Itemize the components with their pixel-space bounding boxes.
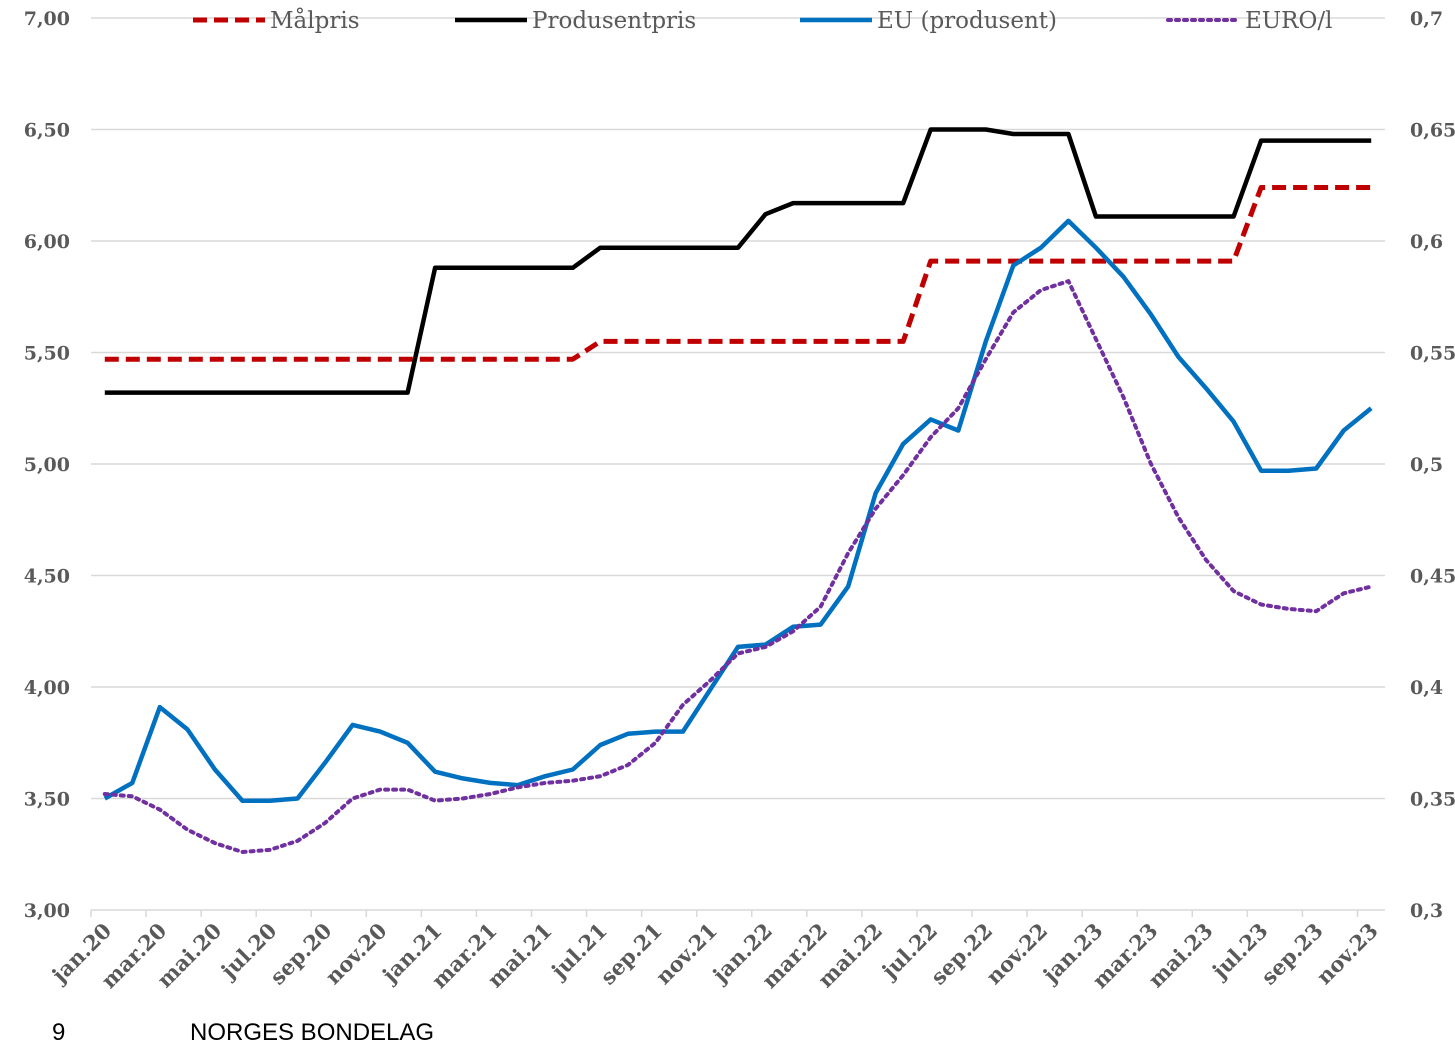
legend-label: EU (produsent) — [877, 8, 1057, 34]
y-tick-label: 5,50 — [24, 343, 70, 365]
y-tick-label: 3,50 — [24, 789, 70, 811]
y2-tick-label: 0,3 — [1410, 900, 1443, 922]
series-line — [102, 279, 1374, 854]
y-tick-label: 7,00 — [24, 8, 70, 30]
y2-tick-label: 0,45 — [1410, 566, 1455, 588]
y-tick-label: 4,00 — [24, 677, 70, 699]
legend-label: EURO/l — [1245, 8, 1332, 34]
y2-tick-label: 0,6 — [1410, 231, 1443, 253]
y2-tick-label: 0,35 — [1410, 789, 1455, 811]
page-number: 9 — [52, 1019, 65, 1046]
series-line — [103, 218, 1373, 803]
x-tick-label: sep.21 — [595, 918, 667, 990]
y-tick-label: 6,00 — [24, 231, 70, 253]
y-tick-label: 4,50 — [24, 566, 70, 588]
x-tick-label: sep.22 — [926, 918, 998, 990]
series-line — [104, 127, 1372, 395]
y-tick-label: 5,00 — [24, 454, 70, 476]
x-tick-label: sep.23 — [1256, 918, 1328, 990]
x-tick-label: sep.20 — [265, 918, 337, 990]
y2-tick-label: 0,65 — [1410, 120, 1455, 142]
y-tick-label: 3,00 — [24, 900, 70, 922]
series-line — [104, 185, 1372, 362]
footer-organization: NORGES BONDELAG — [190, 1019, 434, 1046]
y2-tick-label: 0,7 — [1410, 8, 1443, 30]
x-tick-label: nov.23 — [1311, 918, 1382, 989]
x-tick-label: nov.21 — [651, 918, 722, 989]
legend-label: Målpris — [270, 7, 360, 34]
legend-label: Produsentpris — [532, 8, 696, 34]
y2-tick-label: 0,4 — [1410, 677, 1443, 699]
x-tick-label: nov.22 — [981, 918, 1052, 989]
y-tick-label: 6,50 — [24, 120, 70, 142]
y2-tick-label: 0,5 — [1410, 454, 1443, 476]
x-tick-label: nov.20 — [320, 918, 391, 989]
y2-tick-label: 0,55 — [1410, 343, 1455, 365]
